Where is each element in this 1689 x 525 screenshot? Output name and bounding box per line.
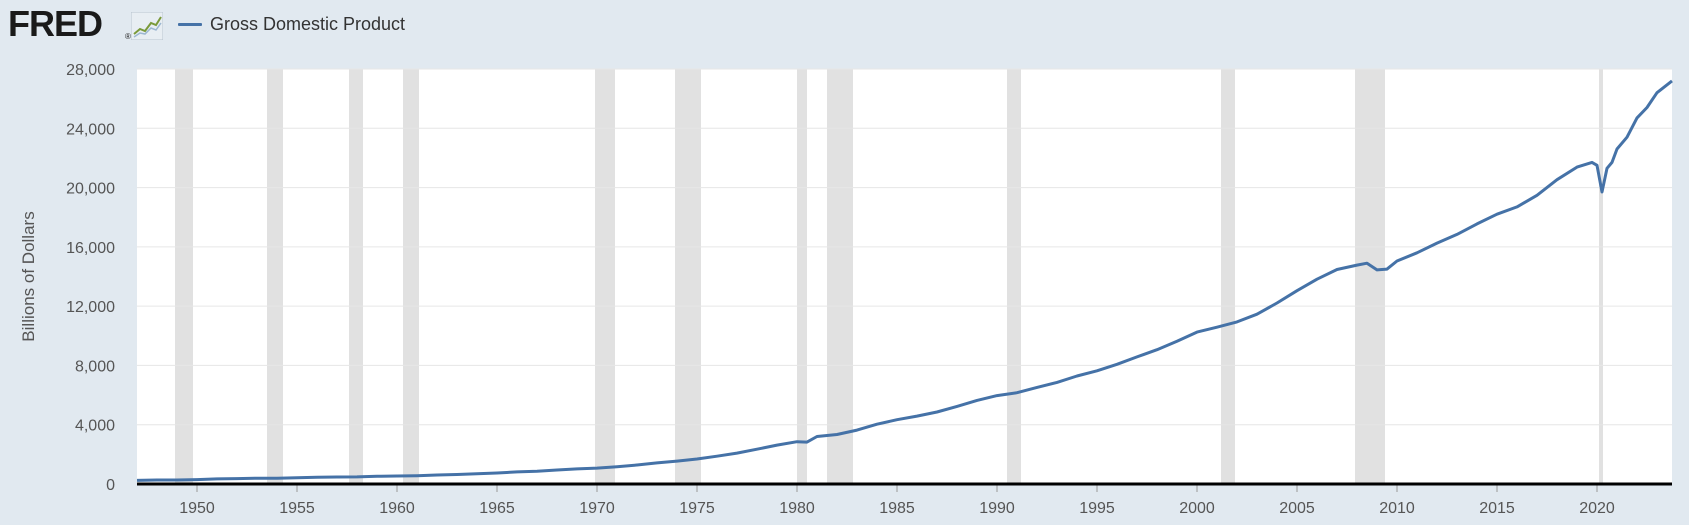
recession-band	[827, 69, 853, 484]
x-tick-label: 1965	[479, 500, 515, 517]
y-tick-label: 24,000	[66, 121, 115, 138]
x-tick-label: 2020	[1579, 500, 1615, 517]
recession-bands	[175, 69, 1603, 484]
recession-band	[1355, 69, 1385, 484]
recession-band	[175, 69, 193, 484]
x-tick-label: 1975	[679, 500, 715, 517]
y-tick-label: 28,000	[66, 62, 115, 79]
series-line	[136, 79, 1673, 482]
x-tick-label: 1950	[179, 500, 215, 517]
y-axis-title: Billions of Dollars	[19, 211, 38, 341]
x-tick-label: 2000	[1179, 500, 1215, 517]
recession-band	[267, 69, 283, 484]
legend[interactable]: Gross Domestic Product	[178, 14, 405, 35]
x-tick-label: 1995	[1079, 500, 1115, 517]
fred-logo[interactable]: FRED	[8, 3, 103, 44]
y-tick-label: 0	[106, 477, 115, 494]
x-tick-label: 1980	[779, 500, 815, 517]
x-tick-label: 1985	[879, 500, 915, 517]
y-tick-label: 4,000	[75, 418, 115, 435]
legend-swatch	[178, 23, 202, 26]
recession-band	[797, 69, 807, 484]
y-tick-label: 12,000	[66, 299, 115, 316]
mini-line-chart-icon	[131, 12, 163, 40]
x-tick-label: 1955	[279, 500, 315, 517]
y-tick-label: 8,000	[75, 358, 115, 375]
x-tick-label: 1970	[579, 500, 615, 517]
recession-band	[1007, 69, 1021, 484]
recession-band	[675, 69, 701, 484]
registered-mark: ®	[125, 32, 131, 41]
x-tick-label: 1960	[379, 500, 415, 517]
recession-band	[349, 69, 363, 484]
x-tick-label: 1990	[979, 500, 1015, 517]
x-tick-label: 2010	[1379, 500, 1415, 517]
x-tick-label: 2005	[1279, 500, 1315, 517]
series-layer	[136, 79, 1673, 482]
y-tick-label: 16,000	[66, 240, 115, 257]
recession-band	[1221, 69, 1235, 484]
axes: 0 4,000 8,000 12,000 16,000 20,000 24,000 28,00…	[66, 62, 1672, 517]
gridlines	[137, 68, 1672, 426]
recession-band	[1599, 69, 1603, 484]
y-tick-label: 20,000	[66, 181, 115, 198]
recession-band	[403, 69, 419, 484]
plot-background	[137, 69, 1672, 484]
legend-label: Gross Domestic Product	[210, 14, 406, 34]
graph-header: FRED ® Gross Domestic Product	[0, 0, 1689, 52]
x-tick-label: 2015	[1479, 500, 1515, 517]
recession-band	[595, 69, 615, 484]
